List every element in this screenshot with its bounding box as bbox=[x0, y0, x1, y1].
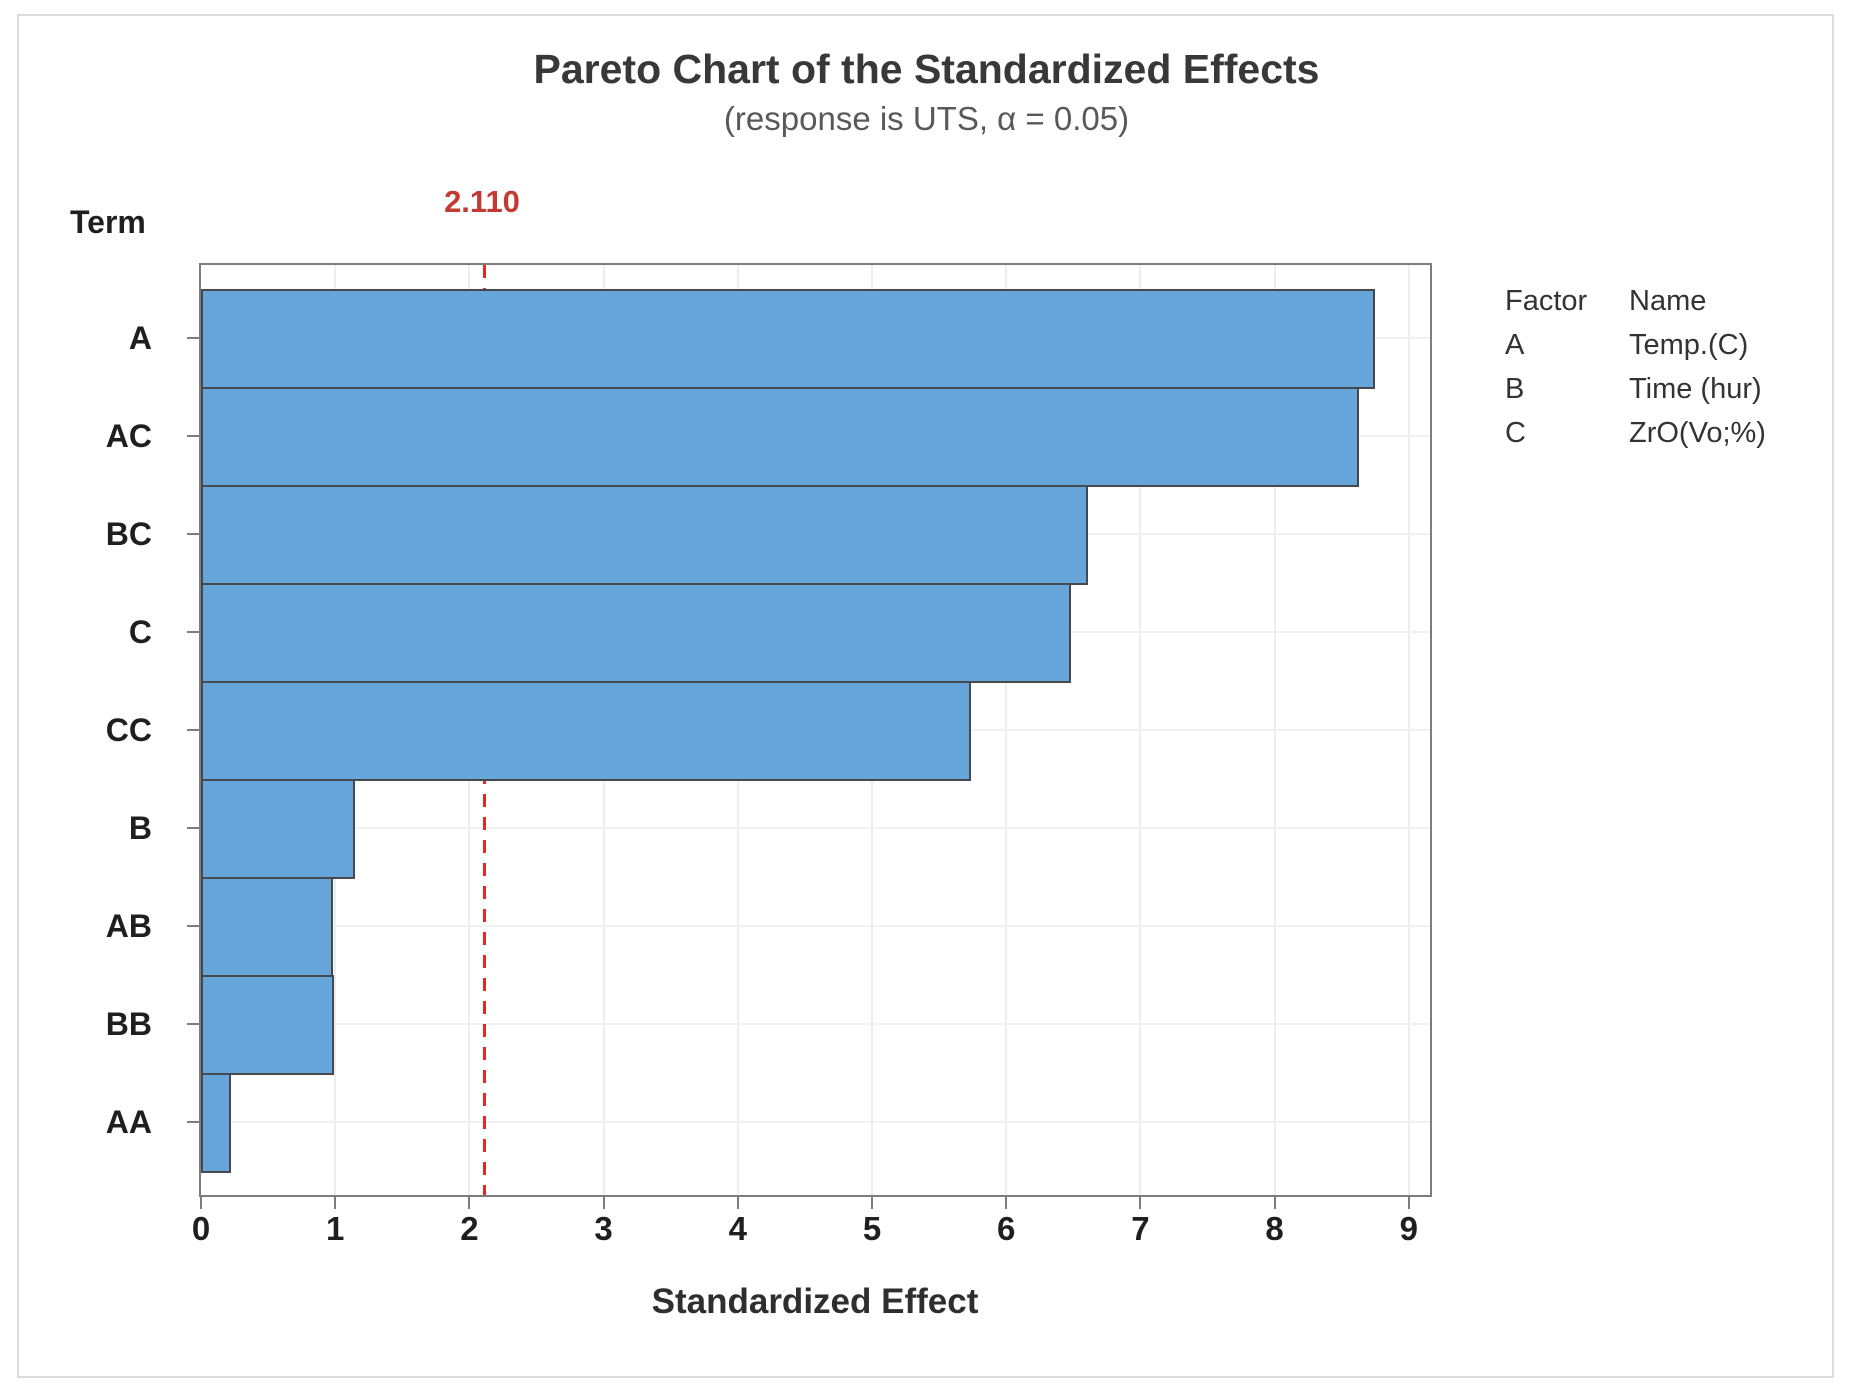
x-tick-mark bbox=[602, 1197, 605, 1209]
legend-name: ZrO(Vo;%) bbox=[1629, 417, 1766, 449]
y-axis-title: Term bbox=[70, 204, 146, 240]
bar-AA bbox=[201, 1073, 231, 1173]
x-tick-label-2: 2 bbox=[460, 1210, 479, 1247]
x-tick-mark bbox=[200, 1197, 202, 1209]
bar-AC bbox=[201, 387, 1359, 487]
gridline-horizontal bbox=[201, 925, 1430, 927]
category-label-A: A bbox=[128, 320, 152, 356]
legend-name: Temp.(C) bbox=[1629, 329, 1749, 361]
x-tick-label-6: 6 bbox=[997, 1210, 1016, 1247]
legend-table: Factor Name A Temp.(C) B Time (hur) C ZrO(Vo;… bbox=[1505, 284, 1766, 450]
x-tick-label-7: 7 bbox=[1131, 1210, 1150, 1247]
x-tick-label-9: 9 bbox=[1399, 1210, 1418, 1247]
x-tick-mark bbox=[736, 1197, 739, 1209]
gridline-horizontal bbox=[201, 1023, 1430, 1025]
y-tick-mark bbox=[187, 729, 199, 731]
reference-line-label: 2.110 bbox=[444, 184, 520, 219]
legend-header-name: Name bbox=[1629, 285, 1707, 317]
legend-factor: A bbox=[1505, 329, 1525, 361]
category-label-BB: BB bbox=[105, 1006, 152, 1042]
category-label-B: B bbox=[128, 810, 152, 846]
x-tick-mark bbox=[334, 1197, 337, 1209]
x-tick-label-5: 5 bbox=[862, 1210, 882, 1247]
legend-name: Time (hur) bbox=[1629, 373, 1762, 405]
y-tick-mark bbox=[187, 1023, 199, 1025]
bar-B bbox=[201, 779, 355, 879]
bar-AB bbox=[201, 877, 333, 977]
gridline-horizontal bbox=[201, 827, 1430, 829]
y-tick-mark bbox=[187, 827, 199, 829]
bar-C bbox=[201, 583, 1071, 683]
category-label-AC: AC bbox=[105, 418, 152, 454]
x-tick-mark bbox=[1407, 1197, 1410, 1209]
legend-factor: C bbox=[1505, 417, 1526, 449]
x-tick-label-3: 3 bbox=[594, 1210, 613, 1247]
category-label-C: C bbox=[128, 614, 152, 650]
bar-BC bbox=[201, 485, 1088, 585]
bar-BB bbox=[201, 975, 334, 1075]
y-tick-mark bbox=[187, 925, 199, 927]
category-label-CC: CC bbox=[105, 712, 152, 748]
category-label-AB: AB bbox=[105, 908, 152, 944]
legend-header-factor: Factor bbox=[1505, 285, 1588, 317]
x-axis-title: Standardized Effect bbox=[651, 1282, 979, 1321]
chart-title: Pareto Chart of the Standardized Effects bbox=[533, 46, 1320, 92]
x-tick-mark bbox=[871, 1197, 873, 1209]
y-tick-mark bbox=[187, 533, 199, 535]
category-label-BC: BC bbox=[105, 516, 152, 552]
chart-subtitle: (response is UTS, α = 0.05) bbox=[723, 100, 1130, 137]
y-tick-mark bbox=[187, 631, 199, 633]
x-tick-mark bbox=[468, 1197, 471, 1209]
y-tick-mark bbox=[187, 1121, 199, 1123]
legend-factor: B bbox=[1505, 373, 1525, 405]
x-tick-label-4: 4 bbox=[728, 1210, 747, 1247]
y-tick-mark bbox=[187, 435, 199, 437]
bar-CC bbox=[201, 681, 971, 781]
plot-area bbox=[187, 263, 1432, 1209]
x-tick-mark bbox=[1005, 1197, 1008, 1209]
x-tick-label-0: 0 bbox=[191, 1210, 211, 1247]
x-tick-label-8: 8 bbox=[1265, 1210, 1284, 1247]
category-label-AA: AA bbox=[105, 1104, 152, 1140]
x-tick-mark bbox=[1273, 1197, 1276, 1209]
factor-legend: Factor Name A Temp.(C) B Time (hur) C ZrO(Vo;… bbox=[1505, 284, 1766, 450]
bar-A bbox=[201, 289, 1375, 389]
x-tick-mark bbox=[1139, 1197, 1142, 1209]
gridline-horizontal bbox=[201, 1121, 1430, 1123]
y-tick-mark bbox=[187, 337, 199, 339]
x-tick-label-1: 1 bbox=[326, 1210, 345, 1247]
